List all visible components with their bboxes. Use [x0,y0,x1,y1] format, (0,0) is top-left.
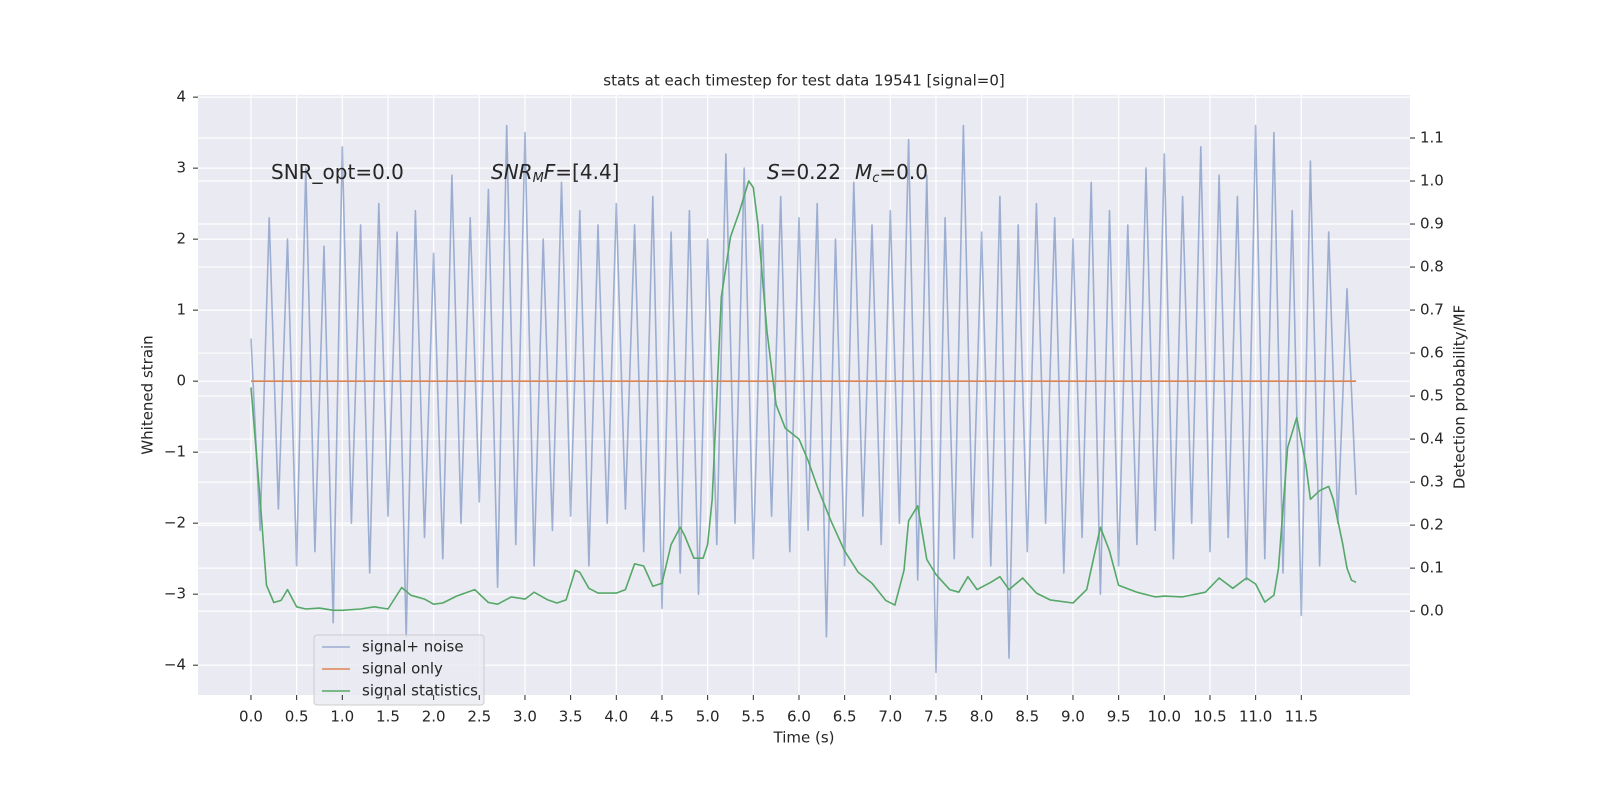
annotation: S=0.22 Mc=0.0 [767,160,928,186]
x-tick-label: 1.0 [330,708,354,726]
y2-tick-label: 0.3 [1420,473,1444,491]
y-tick-label: 1 [176,301,186,319]
x-tick-label: 11.5 [1285,708,1318,726]
y2-tick-label: 0.2 [1420,516,1444,534]
y-tick-label: −1 [164,443,186,461]
x-tick-label: 8.5 [1015,708,1039,726]
series-line [250,180,1357,612]
y2-tick-label: 0.8 [1420,258,1444,276]
x-tick-label: 10.0 [1148,708,1181,726]
x-tick-label: 0.0 [239,708,263,726]
y2-tick-label: 1.1 [1420,129,1444,147]
y2-tick-label: 0.5 [1420,387,1444,405]
y2-axis-label: Detection probability/MF [1451,305,1469,489]
y2-tick-label: 0.1 [1420,559,1444,577]
y-tick-label: −4 [164,656,186,674]
x-tick-label: 4.0 [604,708,628,726]
chart-title: stats at each timestep for test data 195… [603,72,1004,90]
annotation-text: M [855,160,872,184]
y-tick-label: 2 [176,230,186,248]
y-tick-label: −3 [164,585,186,603]
annotation-text: =0.0 [879,160,928,184]
x-tick-label: 5.5 [741,708,765,726]
legend-label: signal statistics [362,682,478,700]
y-tick-label: 3 [176,159,186,177]
x-tick-label: 9.5 [1107,708,1131,726]
y-tick-label: 4 [176,88,186,106]
x-tick-label: 5.0 [696,708,720,726]
x-tick-label: 0.5 [285,708,309,726]
series-line [250,124,1357,674]
y2-tick-label: 0.0 [1420,602,1444,620]
x-tick-label: 4.5 [650,708,674,726]
annotation-text: SNR_opt=0.0 [271,160,404,184]
legend-box [313,634,485,706]
x-tick-label: 2.5 [467,708,491,726]
x-tick-label: 11.0 [1239,708,1272,726]
annotation-text: =[4.4] [555,160,619,184]
y-axis-label: Whitened strain [139,335,157,454]
x-tick-label: 6.0 [787,708,811,726]
legend-label: signal only [362,660,443,678]
x-tick-label: 10.5 [1193,708,1226,726]
y2-tick-label: 1.0 [1420,172,1444,190]
x-tick-label: 8.0 [970,708,994,726]
annotation-text: SNR [491,160,533,184]
x-tick-label: 3.5 [559,708,583,726]
annotation-text: S [767,160,780,184]
x-tick-label: 6.5 [833,708,857,726]
annotation-text: F [544,160,556,184]
y2-tick-label: 0.9 [1420,215,1444,233]
x-axis-label: Time (s) [773,729,835,747]
y2-tick-label: 0.6 [1420,344,1444,362]
x-tick-label: 2.0 [422,708,446,726]
annotation: SNR_opt=0.0 [271,160,404,184]
y2-tick-label: 0.7 [1420,301,1444,319]
annotation-text: =0.22 [780,160,841,184]
legend-label: signal+ noise [362,638,464,656]
x-tick-label: 9.0 [1061,708,1085,726]
y-tick-label: 0 [176,372,186,390]
x-tick-label: 7.0 [878,708,902,726]
x-tick-label: 1.5 [376,708,400,726]
y2-tick-label: 0.4 [1420,430,1444,448]
annotation: SNRMF=[4.4] [491,160,619,186]
x-tick-label: 7.5 [924,708,948,726]
y-tick-label: −2 [164,514,186,532]
annotation-subscript: c [872,171,879,186]
annotation-subscript: M [533,171,544,186]
x-tick-label: 3.0 [513,708,537,726]
